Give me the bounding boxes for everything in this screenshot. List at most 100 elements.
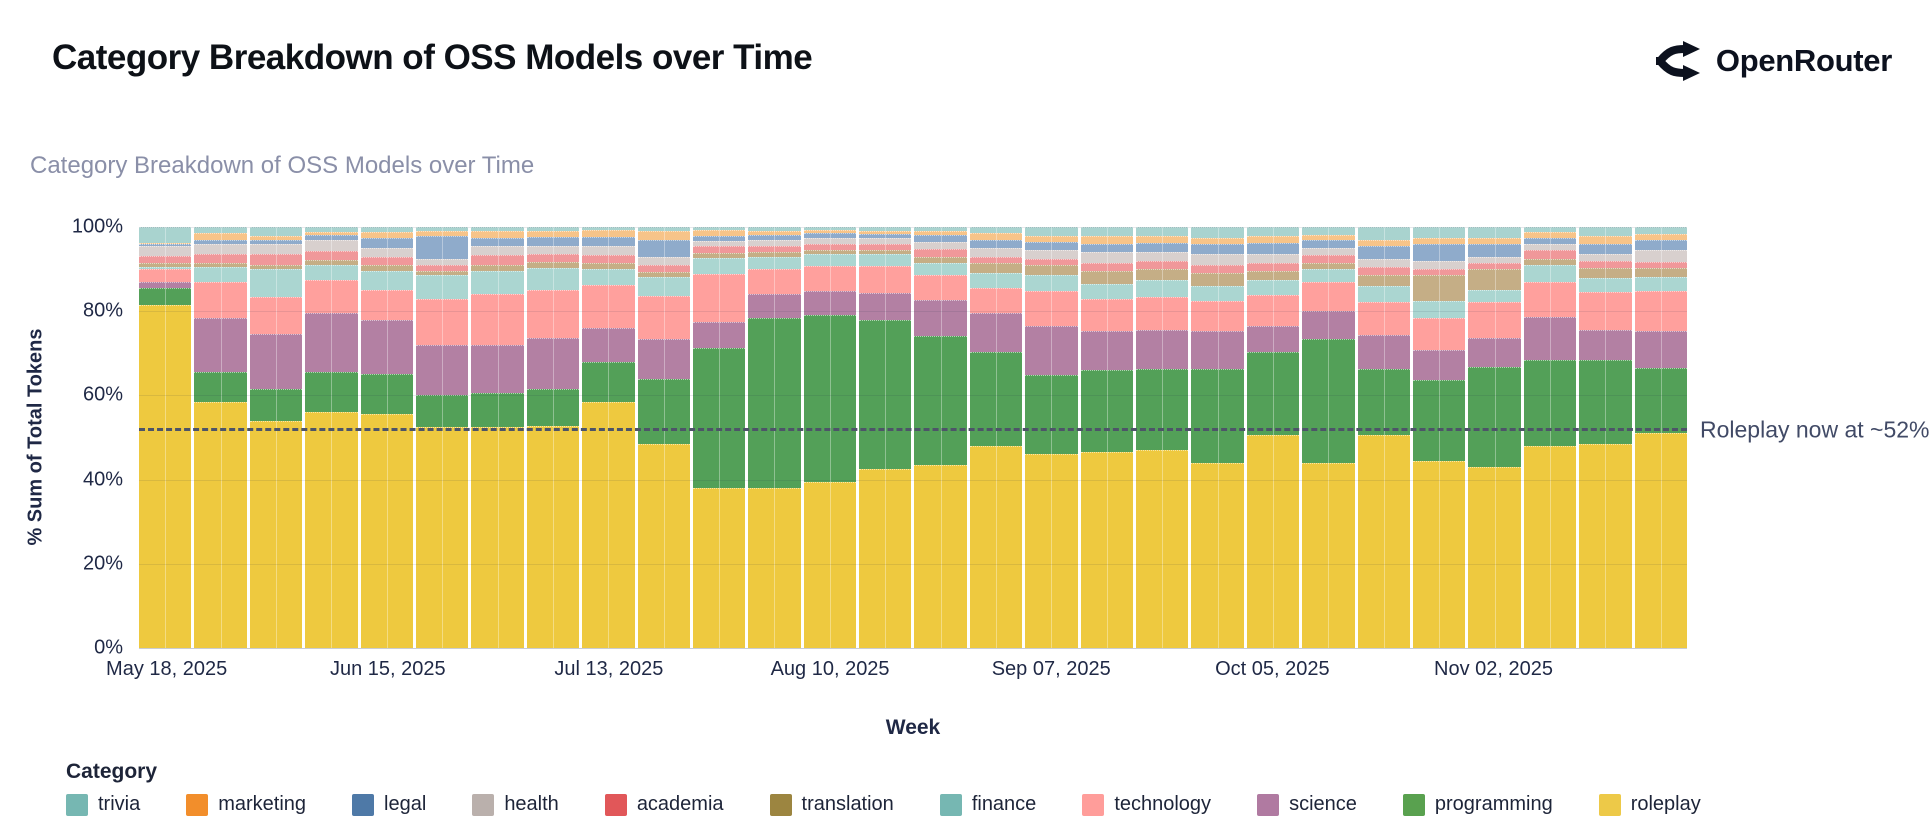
bar-segment-science[interactable]: [1136, 329, 1189, 369]
bar-segment-trivia[interactable]: [1246, 227, 1300, 237]
bar-segment-programming[interactable]: [1579, 360, 1632, 444]
bar-segment-health[interactable]: [969, 248, 1023, 257]
bar-week[interactable]: [1357, 227, 1410, 648]
bar-segment-finance[interactable]: [139, 267, 192, 270]
bar-week[interactable]: [803, 227, 857, 648]
bar-segment-academia[interactable]: [249, 254, 303, 265]
bar-segment-academia[interactable]: [1634, 261, 1687, 269]
bar-segment-finance[interactable]: [1025, 275, 1078, 292]
bar-segment-legal[interactable]: [1523, 237, 1577, 244]
bar-segment-academia[interactable]: [1468, 262, 1521, 270]
bar-segment-trivia[interactable]: [859, 227, 912, 231]
legend-item-academia[interactable]: academia: [604, 793, 724, 816]
legend-item-roleplay[interactable]: roleplay: [1598, 793, 1701, 816]
bar-segment-programming[interactable]: [1136, 368, 1189, 451]
bar-segment-science[interactable]: [194, 317, 247, 373]
bar-week[interactable]: [139, 226, 192, 648]
bar-segment-technology[interactable]: [1412, 318, 1466, 350]
bar-segment-science[interactable]: [1025, 326, 1078, 376]
bar-segment-marketing[interactable]: [194, 233, 247, 240]
bar-segment-legal[interactable]: [1246, 242, 1300, 255]
bar-segment-legal[interactable]: [415, 235, 469, 259]
bar-segment-roleplay[interactable]: [1080, 452, 1134, 648]
bar-segment-finance[interactable]: [415, 275, 469, 299]
bar-segment-finance[interactable]: [803, 254, 857, 266]
bar-segment-legal[interactable]: [1191, 243, 1244, 255]
bar-segment-translation[interactable]: [1302, 262, 1355, 270]
bar-segment-finance[interactable]: [692, 257, 746, 275]
bar-segment-trivia[interactable]: [1412, 227, 1466, 238]
bar-segment-programming[interactable]: [1357, 369, 1410, 436]
bar-segment-legal[interactable]: [1468, 243, 1521, 257]
bar-segment-legal[interactable]: [914, 235, 967, 242]
bar-segment-finance[interactable]: [748, 257, 801, 270]
bar-segment-roleplay[interactable]: [1246, 435, 1300, 648]
bar-week[interactable]: [582, 227, 635, 648]
bar-segment-health[interactable]: [1191, 254, 1244, 265]
bar-segment-programming[interactable]: [1468, 366, 1521, 467]
bar-segment-finance[interactable]: [1080, 283, 1134, 300]
bar-segment-programming[interactable]: [1080, 370, 1134, 453]
bar-segment-marketing[interactable]: [1080, 236, 1134, 244]
bar-week[interactable]: [415, 227, 469, 648]
bar-segment-legal[interactable]: [969, 239, 1023, 249]
bar-week[interactable]: [1634, 227, 1687, 648]
bar-segment-technology[interactable]: [748, 269, 801, 295]
bar-segment-finance[interactable]: [526, 267, 580, 291]
bar-segment-academia[interactable]: [637, 264, 690, 272]
bar-segment-roleplay[interactable]: [139, 304, 192, 648]
bar-segment-academia[interactable]: [305, 250, 358, 260]
bar-segment-translation[interactable]: [1579, 268, 1632, 279]
bar-segment-health[interactable]: [1302, 248, 1355, 256]
bar-segment-translation[interactable]: [969, 262, 1023, 274]
bar-segment-science[interactable]: [1468, 338, 1521, 367]
bar-segment-science[interactable]: [305, 313, 358, 373]
bar-week[interactable]: [1080, 227, 1134, 648]
bar-week[interactable]: [1412, 227, 1466, 648]
bar-segment-science[interactable]: [1412, 349, 1466, 380]
bar-segment-roleplay[interactable]: [748, 488, 801, 648]
bar-segment-trivia[interactable]: [1080, 227, 1134, 237]
bar-segment-trivia[interactable]: [748, 227, 801, 232]
bar-segment-academia[interactable]: [1302, 255, 1355, 263]
bar-segment-health[interactable]: [803, 237, 857, 244]
bar-segment-academia[interactable]: [526, 253, 580, 262]
bar-segment-programming[interactable]: [1412, 379, 1466, 461]
bar-segment-roleplay[interactable]: [1025, 454, 1078, 648]
bar-segment-translation[interactable]: [1025, 264, 1078, 276]
bar-segment-technology[interactable]: [692, 274, 746, 322]
bar-segment-health[interactable]: [139, 246, 192, 256]
bar-segment-programming[interactable]: [1523, 360, 1577, 446]
bar-segment-science[interactable]: [360, 319, 413, 375]
bar-segment-marketing[interactable]: [1191, 237, 1244, 244]
bar-segment-finance[interactable]: [1302, 269, 1355, 282]
bar-segment-roleplay[interactable]: [969, 445, 1023, 648]
bar-segment-translation[interactable]: [1191, 273, 1244, 286]
bar-segment-finance[interactable]: [1246, 279, 1300, 296]
bar-segment-programming[interactable]: [914, 336, 967, 465]
bar-segment-translation[interactable]: [1634, 268, 1687, 277]
bar-segment-trivia[interactable]: [415, 227, 469, 231]
bar-segment-finance[interactable]: [1191, 285, 1244, 301]
bar-segment-technology[interactable]: [1025, 291, 1078, 327]
bar-segment-finance[interactable]: [969, 273, 1023, 288]
bar-segment-academia[interactable]: [582, 254, 635, 264]
bar-segment-health[interactable]: [1468, 256, 1521, 263]
bar-week[interactable]: [692, 227, 746, 648]
bar-segment-translation[interactable]: [471, 264, 524, 271]
bar-segment-roleplay[interactable]: [1412, 460, 1466, 648]
bar-segment-marketing[interactable]: [637, 230, 690, 240]
bar-segment-marketing[interactable]: [1357, 239, 1410, 247]
bar-segment-trivia[interactable]: [249, 227, 303, 236]
bar-segment-trivia[interactable]: [803, 227, 857, 231]
bar-segment-roleplay[interactable]: [415, 426, 469, 648]
bar-segment-translation[interactable]: [1468, 269, 1521, 291]
bar-segment-trivia[interactable]: [1468, 227, 1521, 238]
bar-segment-roleplay[interactable]: [1357, 435, 1410, 648]
bar-segment-programming[interactable]: [748, 317, 801, 489]
bar-week[interactable]: [194, 227, 247, 648]
legend-item-technology[interactable]: technology: [1082, 793, 1211, 816]
bar-segment-legal[interactable]: [471, 238, 524, 247]
bar-segment-science[interactable]: [914, 299, 967, 337]
bar-segment-academia[interactable]: [1246, 262, 1300, 272]
